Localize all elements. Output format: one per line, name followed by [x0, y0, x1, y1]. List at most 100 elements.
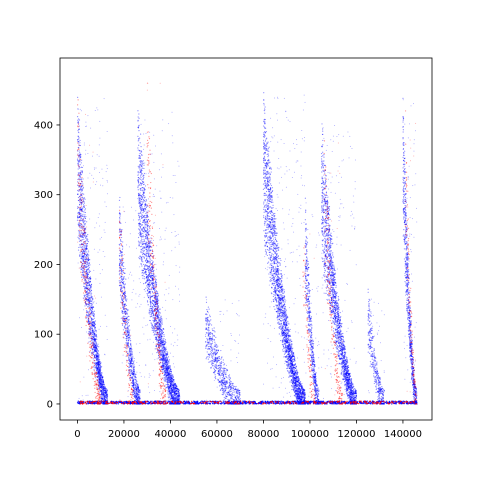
scatter-point [98, 374, 100, 376]
scatter-point [100, 365, 102, 367]
scatter-point [121, 263, 123, 266]
scatter-point [101, 379, 103, 381]
scatter-point [126, 324, 128, 326]
scatter-point [88, 266, 90, 269]
scatter-point [87, 394, 89, 396]
scatter-point [163, 356, 165, 358]
scatter-point [78, 234, 80, 236]
scatter-point [139, 142, 141, 144]
scatter-point [122, 316, 124, 318]
scatter-point [99, 381, 101, 384]
scatter-point [102, 380, 104, 382]
scatter-point [83, 253, 86, 255]
scatter-point [82, 199, 84, 201]
scatter-point [102, 388, 104, 390]
scatter-point [102, 381, 104, 383]
scatter-point [139, 251, 142, 253]
scatter-point [138, 156, 140, 158]
scatter-point [124, 267, 126, 270]
scatter-point [135, 393, 137, 395]
scatter-point [168, 362, 170, 364]
scatter-point [165, 380, 167, 382]
scatter-point [150, 304, 152, 306]
scatter-point [138, 130, 140, 132]
scatter-point [99, 225, 101, 227]
scatter-point [98, 375, 100, 377]
scatter-point [138, 225, 140, 227]
scatter-point [93, 323, 95, 325]
scatter-point [94, 338, 96, 341]
scatter-point [122, 258, 124, 260]
scatter-point [81, 252, 83, 254]
scatter-point [150, 240, 152, 242]
scatter-point [160, 334, 162, 336]
scatter-point [177, 395, 179, 397]
scatter-point [177, 392, 179, 394]
scatter-point [90, 337, 92, 339]
scatter-point [97, 369, 99, 371]
scatter-point [138, 184, 140, 186]
scatter-point [155, 336, 157, 338]
scatter-point [100, 362, 102, 364]
scatter-point [123, 309, 125, 311]
scatter-point [143, 253, 146, 256]
scatter-point [148, 270, 150, 272]
scatter-point [146, 235, 148, 237]
scatter-point [143, 273, 145, 275]
scatter-point [105, 395, 107, 397]
scatter-point [78, 160, 80, 162]
scatter-point [164, 347, 166, 350]
scatter-point [83, 202, 85, 204]
scatter-point [133, 381, 135, 383]
scatter-point [138, 393, 140, 395]
scatter-point [121, 290, 123, 293]
scatter-point [97, 368, 99, 371]
scatter-point [138, 157, 140, 159]
scatter-point [103, 396, 105, 398]
scatter-point [82, 257, 84, 259]
scatter-point [137, 212, 140, 214]
scatter-point [152, 331, 155, 333]
scatter-point [87, 239, 89, 241]
scatter-point [147, 249, 150, 251]
scatter-point [143, 251, 145, 253]
scatter-point [87, 259, 89, 261]
scatter-point [152, 291, 154, 293]
scatter-point [129, 233, 131, 235]
scatter-point [85, 259, 87, 261]
scatter-point [97, 343, 99, 345]
scatter-point [146, 290, 148, 292]
scatter-point [79, 200, 81, 202]
scatter-point [81, 255, 83, 257]
scatter-point [96, 348, 98, 351]
scatter-point [98, 373, 100, 375]
scatter-point [142, 162, 145, 164]
scatter-point [96, 359, 98, 361]
scatter-point [84, 247, 86, 249]
scatter-point [149, 284, 151, 286]
scatter-point [151, 295, 153, 298]
scatter-point [90, 331, 92, 333]
scatter-point [166, 380, 169, 382]
scatter-point [90, 283, 93, 285]
scatter-point [122, 329, 125, 331]
scatter-point [82, 178, 84, 180]
scatter-point [147, 274, 149, 276]
scatter-point [104, 221, 106, 223]
scatter-point [146, 227, 148, 230]
scatter-point [95, 184, 97, 185]
scatter-point [99, 378, 101, 380]
scatter-point [167, 368, 169, 370]
scatter-point [81, 215, 83, 217]
scatter-point [96, 363, 98, 365]
scatter-point [137, 177, 140, 179]
scatter-point [103, 229, 105, 231]
scatter-point [103, 388, 105, 390]
scatter-point [146, 211, 148, 213]
scatter-point [98, 359, 100, 361]
scatter-point [142, 200, 144, 203]
scatter-point [80, 199, 82, 201]
scatter-point [104, 387, 106, 389]
scatter-point [122, 333, 124, 335]
scatter-point [148, 291, 151, 293]
